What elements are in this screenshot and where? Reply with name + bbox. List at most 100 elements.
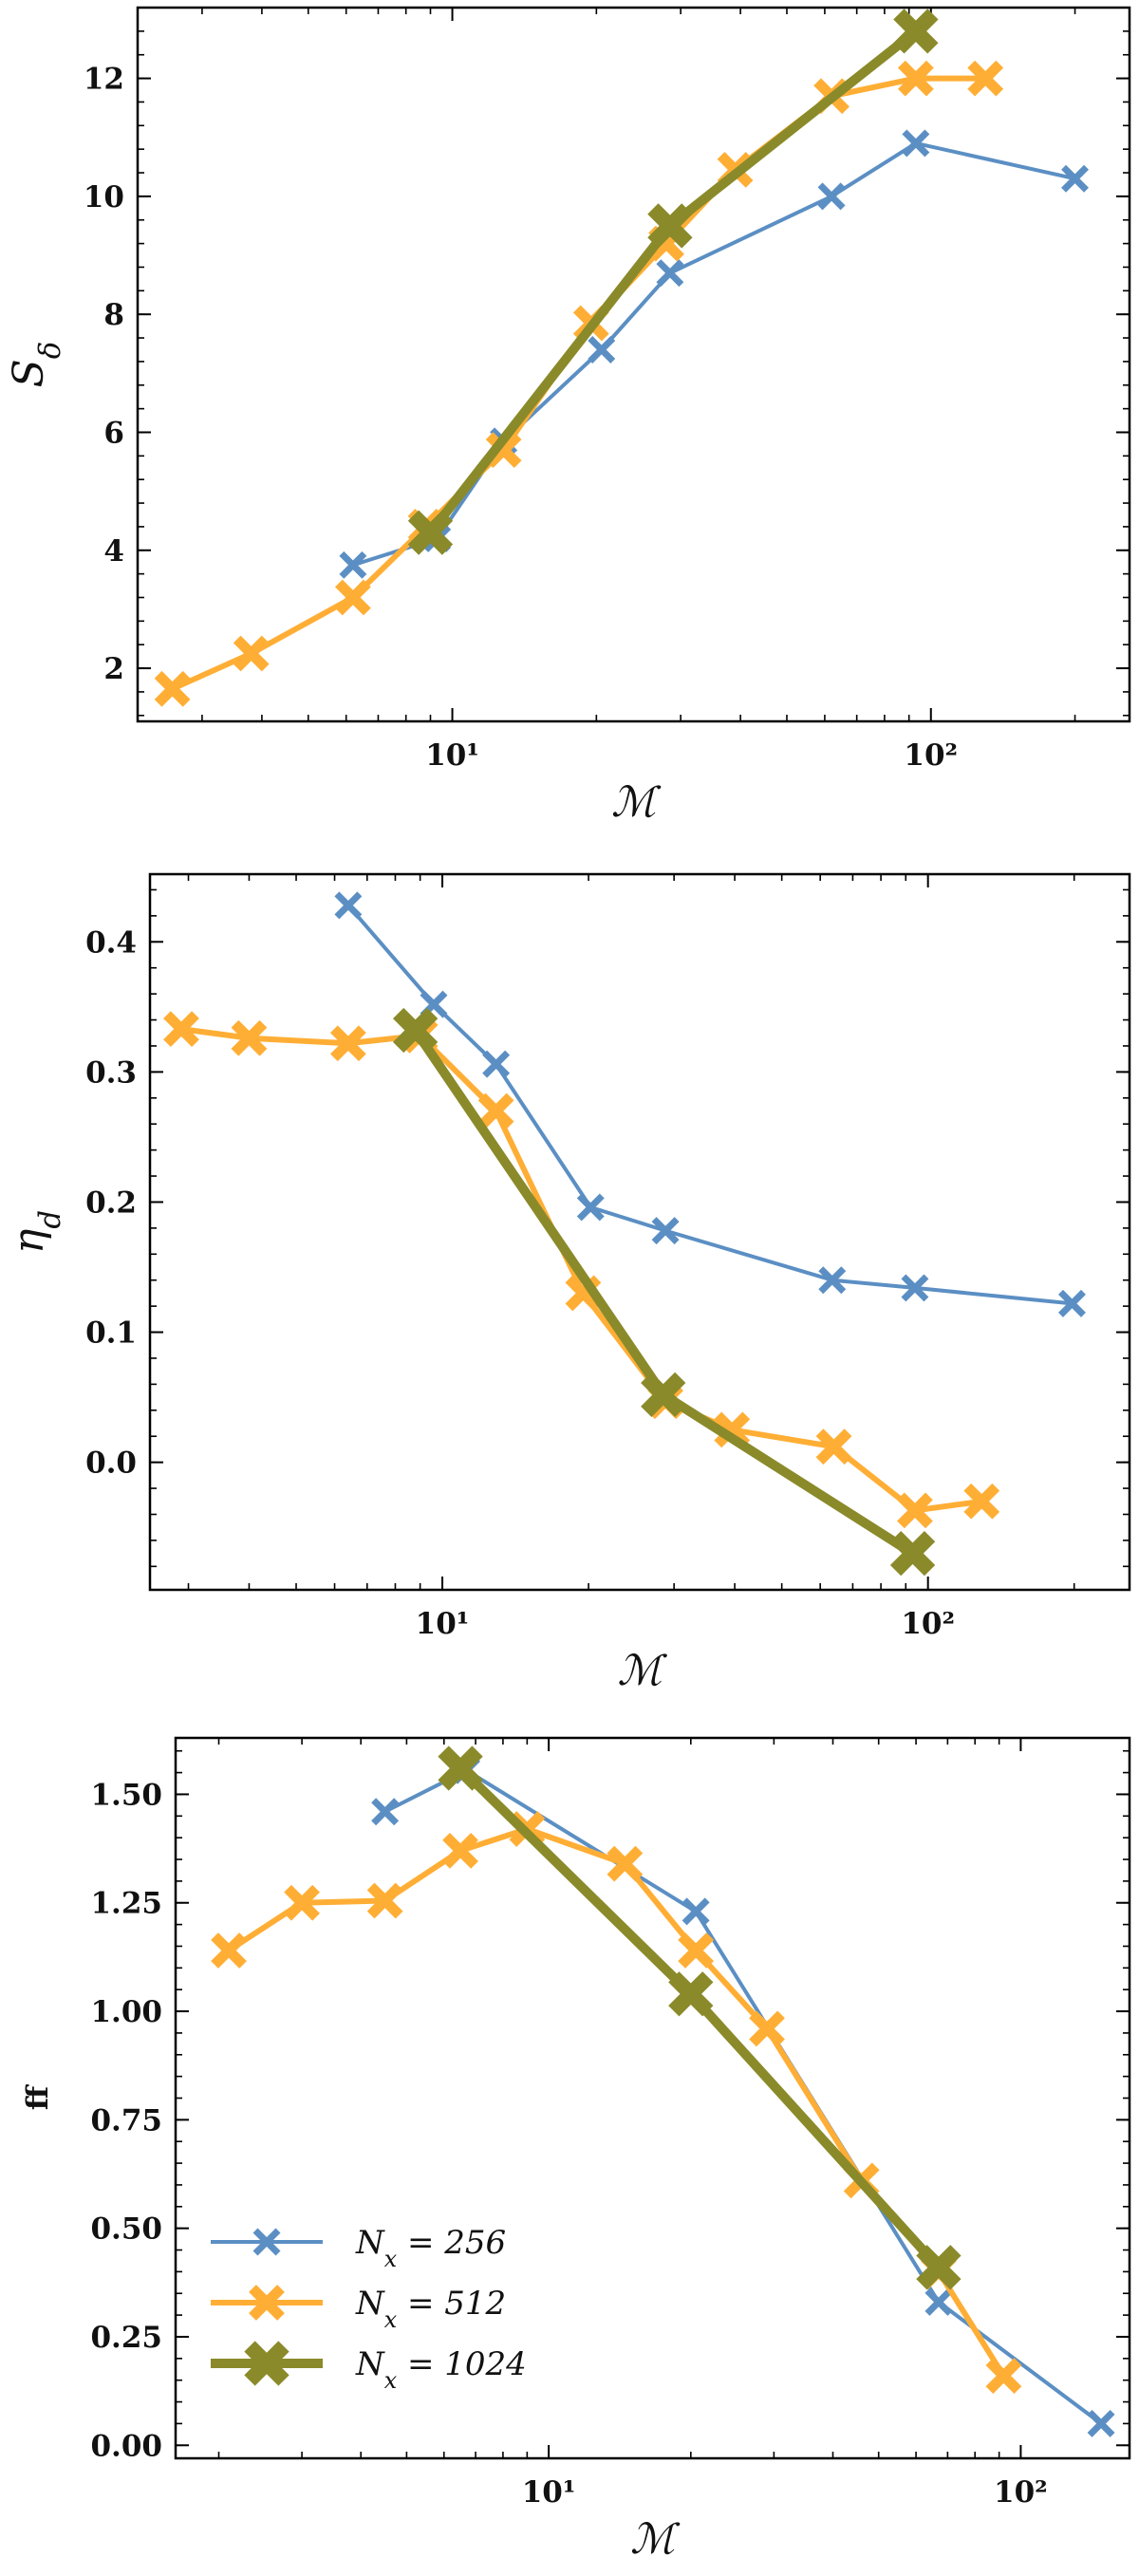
data-point xyxy=(656,259,684,288)
data-point xyxy=(893,9,939,54)
data-point xyxy=(682,1897,710,1926)
y-tick-label: 0.4 xyxy=(85,925,137,960)
data-point xyxy=(916,2245,962,2290)
y-tick-label: 0.75 xyxy=(90,2103,162,2137)
data-point xyxy=(817,182,846,211)
series-1 xyxy=(371,1756,1115,2437)
series-line xyxy=(171,75,986,692)
data-point xyxy=(477,1092,514,1129)
x-axis-label: ℳ xyxy=(617,1647,667,1695)
data-point xyxy=(576,1193,605,1222)
y-tick-label: 1.50 xyxy=(90,1778,162,1812)
series-2 xyxy=(154,60,1004,707)
x-tick-label: 10² xyxy=(904,738,958,773)
data-point xyxy=(1057,1289,1086,1317)
legend-marker xyxy=(252,2228,281,2256)
y-tick-label: 1.25 xyxy=(90,1887,162,1921)
data-point xyxy=(901,1274,929,1302)
data-point xyxy=(967,60,1004,97)
data-point xyxy=(334,891,363,920)
y-tick-label: 0.0 xyxy=(85,1447,137,1481)
legend-marker xyxy=(249,2285,285,2321)
data-point xyxy=(1087,2409,1115,2437)
series-3 xyxy=(407,9,939,555)
data-point xyxy=(438,1745,483,1791)
series-line xyxy=(457,1764,943,2271)
x-axis-label: ℳ xyxy=(630,2515,681,2564)
data-point xyxy=(392,1007,439,1054)
series-line xyxy=(383,1768,1103,2426)
x-tick-label: 10² xyxy=(901,1607,955,1641)
x-tick-label: 10¹ xyxy=(522,2475,576,2510)
data-point xyxy=(231,1019,268,1056)
y-axis-label: ηd xyxy=(5,1210,67,1254)
data-point xyxy=(482,1050,511,1078)
data-point xyxy=(284,1884,320,1921)
legend: Nx = 256 Nx = 512 Nx = 1024 xyxy=(211,2224,527,2394)
chart-panel-3: 10¹ 10² 0.00 0.25 0.50 0.75 1.00 1.25 1.50 ℳff Nx … xyxy=(21,1736,1131,2564)
y-tick-label: 10 xyxy=(84,180,124,215)
data-point xyxy=(678,1932,715,1969)
legend-label: Nx = 1024 xyxy=(355,2345,527,2394)
y-tick-label: 8 xyxy=(103,298,124,332)
data-point xyxy=(334,579,371,616)
y-tick-label: 0.00 xyxy=(90,2429,162,2463)
y-axis-label-group: ff xyxy=(21,2083,55,2110)
series-3 xyxy=(392,1007,936,1577)
y-tick-label: 2 xyxy=(103,652,124,686)
x-tick-label: 10² xyxy=(994,2475,1048,2510)
data-point xyxy=(339,551,367,579)
data-point xyxy=(902,129,930,158)
y-tick-label: 0.2 xyxy=(85,1185,137,1220)
series-line xyxy=(346,904,1073,1306)
legend-marker xyxy=(244,2341,289,2386)
series-3 xyxy=(438,1745,962,2290)
series-2 xyxy=(211,1811,1022,2395)
y-tick-label: 0.3 xyxy=(85,1055,137,1090)
data-point xyxy=(641,1372,686,1418)
y-axis-label: ff xyxy=(21,2083,55,2110)
series-1 xyxy=(334,891,1086,1317)
data-point xyxy=(897,60,934,97)
chart-panel-2: 10¹ 10² 0.0 0.1 0.2 0.3 0.4 ℳηd xyxy=(5,872,1131,1695)
data-point xyxy=(588,335,616,364)
plot-frame xyxy=(174,1736,1131,2460)
data-point xyxy=(889,1530,936,1577)
y-tick-label: 6 xyxy=(103,416,124,450)
plot-frame xyxy=(136,6,1131,723)
data-point xyxy=(366,1882,403,1919)
series-line xyxy=(352,140,1075,568)
series-line xyxy=(227,1826,1006,2378)
legend-label: Nx = 256 xyxy=(355,2224,506,2272)
data-point xyxy=(1061,164,1090,193)
data-point xyxy=(985,2358,1022,2395)
y-tick-label: 12 xyxy=(84,63,124,97)
data-point xyxy=(818,1266,847,1295)
y-tick-label: 4 xyxy=(103,534,124,569)
y-tick-label: 0.1 xyxy=(85,1316,137,1351)
data-point xyxy=(154,670,191,707)
data-point xyxy=(233,635,270,672)
x-tick-label: 10¹ xyxy=(425,738,479,773)
data-point xyxy=(329,1025,366,1062)
y-axis-label-group: ηd xyxy=(5,1210,67,1254)
data-point xyxy=(163,1011,199,1048)
legend-label: Nx = 512 xyxy=(355,2285,506,2333)
y-tick-label: 0.25 xyxy=(90,2321,162,2355)
data-point xyxy=(607,1845,644,1882)
data-point xyxy=(485,432,522,469)
data-point xyxy=(924,2287,953,2316)
data-point xyxy=(963,1483,1000,1520)
data-point xyxy=(211,1932,247,1969)
data-point xyxy=(897,1492,933,1529)
data-point xyxy=(407,510,454,555)
y-axis-label: Sδ xyxy=(5,342,67,388)
x-tick-label: 10¹ xyxy=(416,1607,470,1641)
data-point xyxy=(651,1217,680,1245)
y-axis-label-group: Sδ xyxy=(5,342,67,388)
y-tick-label: 0.50 xyxy=(90,2212,162,2247)
y-tick-label: 1.00 xyxy=(90,1995,162,2029)
data-point xyxy=(647,203,693,249)
data-point xyxy=(815,1428,852,1465)
